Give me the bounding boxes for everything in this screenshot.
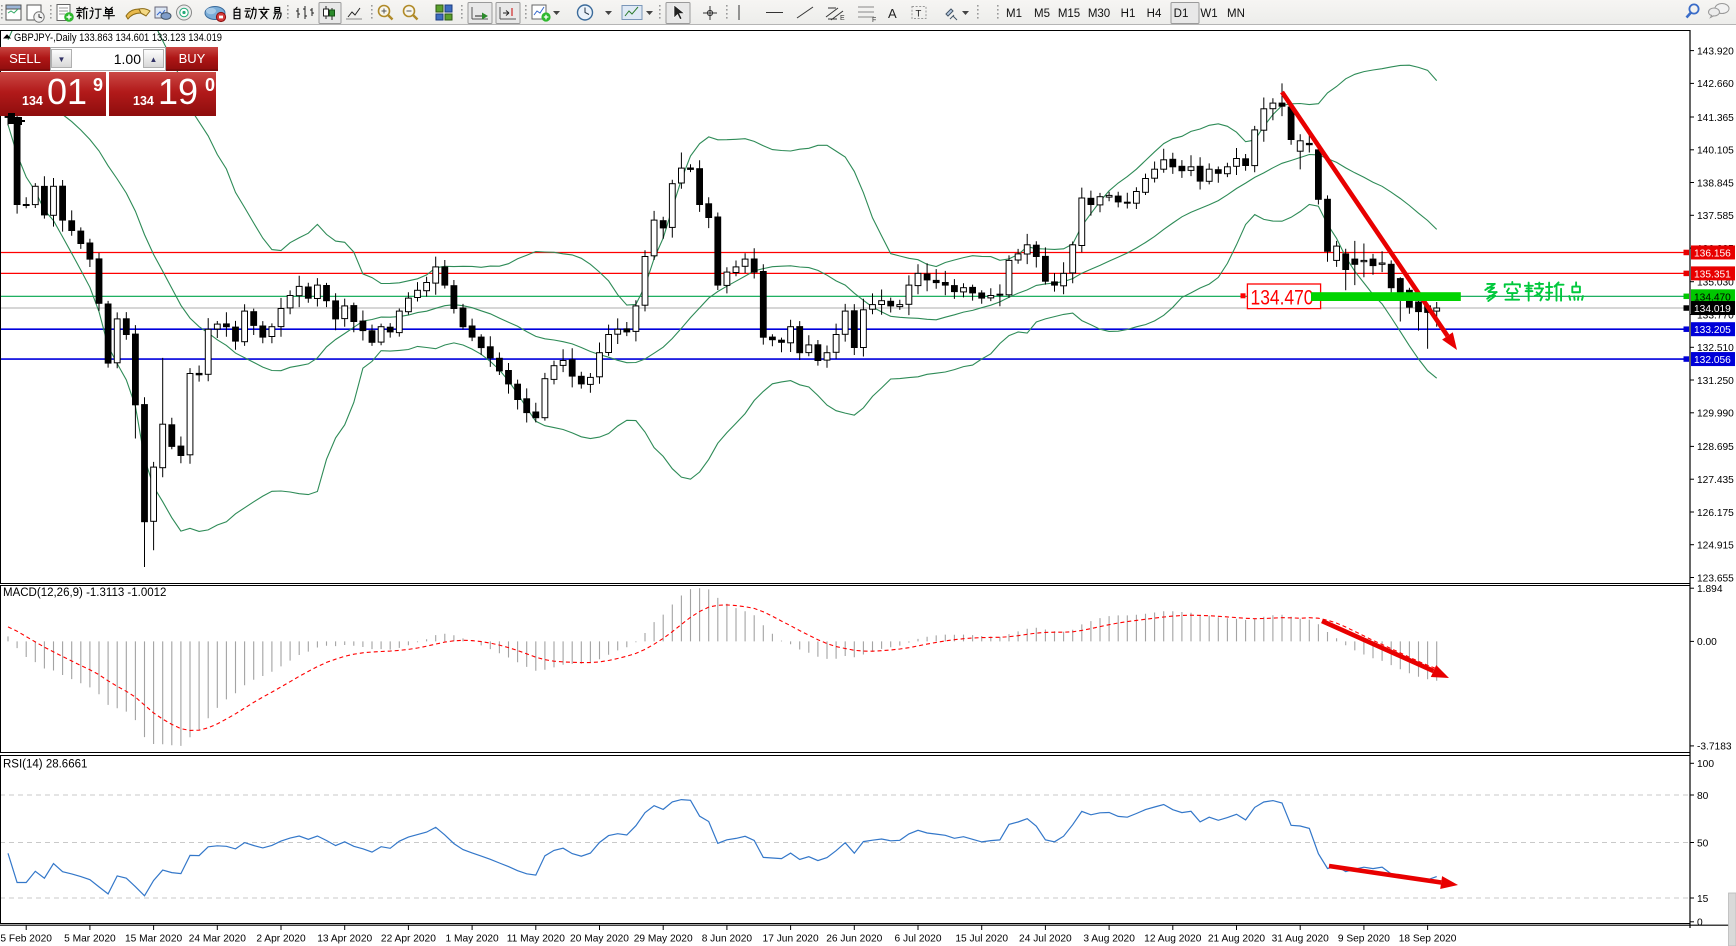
svg-text:15 Jul 2020: 15 Jul 2020	[955, 934, 1008, 945]
svg-text:138.845: 138.845	[1697, 178, 1734, 189]
svg-text:RSI(14) 28.6661: RSI(14) 28.6661	[3, 759, 87, 771]
svg-text:1.894: 1.894	[1697, 584, 1723, 595]
svg-text:8 Jun 2020: 8 Jun 2020	[702, 934, 753, 945]
svg-text:128.695: 128.695	[1697, 442, 1734, 453]
svg-text:T: T	[916, 9, 922, 20]
svg-text:140.105: 140.105	[1697, 146, 1734, 157]
svg-text:13 Apr 2020: 13 Apr 2020	[317, 934, 372, 945]
svg-text:134.019: 134.019	[1694, 304, 1731, 315]
svg-text:H4: H4	[1147, 8, 1162, 20]
svg-text:18 Sep 2020: 18 Sep 2020	[1399, 934, 1457, 945]
svg-text:M5: M5	[1034, 8, 1050, 20]
svg-text:26 Jun 2020: 26 Jun 2020	[826, 934, 882, 945]
svg-text:17 Jun 2020: 17 Jun 2020	[763, 934, 819, 945]
svg-text:100: 100	[1697, 759, 1714, 770]
svg-text:MACD(12,26,9) -1.3113 -1.0012: MACD(12,26,9) -1.3113 -1.0012	[3, 587, 166, 599]
svg-text:136.156: 136.156	[1694, 248, 1731, 259]
svg-text:5 Feb 2020: 5 Feb 2020	[0, 934, 52, 945]
svg-text:12 Aug 2020: 12 Aug 2020	[1144, 934, 1202, 945]
svg-text:9 Sep 2020: 9 Sep 2020	[1338, 934, 1390, 945]
svg-text:134.470: 134.470	[1694, 292, 1731, 303]
svg-text:31 Aug 2020: 31 Aug 2020	[1272, 934, 1330, 945]
svg-text:50: 50	[1697, 838, 1709, 849]
svg-text:129.990: 129.990	[1697, 409, 1734, 420]
svg-text:-3.7183: -3.7183	[1697, 742, 1732, 753]
svg-text:132.056: 132.056	[1694, 355, 1731, 366]
svg-text:5 Mar 2020: 5 Mar 2020	[64, 934, 116, 945]
svg-text:123.655: 123.655	[1697, 573, 1734, 584]
svg-text:132.510: 132.510	[1697, 343, 1734, 354]
svg-text:A: A	[888, 6, 897, 21]
svg-text:M1: M1	[1006, 8, 1022, 20]
svg-text:127.435: 127.435	[1697, 475, 1734, 486]
svg-text:20 May 2020: 20 May 2020	[570, 934, 629, 945]
svg-text:131.250: 131.250	[1697, 376, 1734, 387]
svg-text:0.00: 0.00	[1697, 637, 1717, 648]
svg-text:126.175: 126.175	[1697, 508, 1734, 519]
svg-text:21 Aug 2020: 21 Aug 2020	[1208, 934, 1266, 945]
svg-text:GBPJPY-,Daily 133.863 134.601: GBPJPY-,Daily 133.863 134.601 133.123 13…	[14, 32, 222, 44]
svg-text:2 Apr 2020: 2 Apr 2020	[256, 934, 306, 945]
svg-text:141.365: 141.365	[1697, 113, 1734, 124]
svg-text:15 Mar 2020: 15 Mar 2020	[125, 934, 183, 945]
svg-text:133.205: 133.205	[1694, 325, 1731, 336]
svg-text:0: 0	[1697, 918, 1703, 929]
svg-text:15: 15	[1697, 894, 1709, 905]
svg-text:80: 80	[1697, 791, 1709, 802]
svg-text:143.920: 143.920	[1697, 46, 1734, 57]
svg-text:MN: MN	[1227, 8, 1245, 20]
svg-text:135.351: 135.351	[1694, 269, 1731, 280]
svg-text:D1: D1	[1174, 8, 1189, 20]
svg-text:29 May 2020: 29 May 2020	[634, 934, 693, 945]
svg-text:M15: M15	[1058, 8, 1080, 20]
svg-text:22 Apr 2020: 22 Apr 2020	[381, 934, 436, 945]
svg-text:137.585: 137.585	[1697, 211, 1734, 222]
svg-text:124.915: 124.915	[1697, 541, 1734, 552]
svg-text:3 Aug 2020: 3 Aug 2020	[1083, 934, 1135, 945]
svg-text:135.030: 135.030	[1697, 278, 1734, 289]
svg-text:24 Jul 2020: 24 Jul 2020	[1019, 934, 1072, 945]
svg-text:E: E	[840, 15, 845, 22]
svg-text:1 May 2020: 1 May 2020	[445, 934, 499, 945]
svg-text:F: F	[872, 17, 876, 24]
svg-text:6 Jul 2020: 6 Jul 2020	[894, 934, 941, 945]
svg-text:134.470: 134.470	[1251, 286, 1314, 309]
svg-text:142.660: 142.660	[1697, 79, 1734, 90]
svg-text:24 Mar 2020: 24 Mar 2020	[189, 934, 247, 945]
svg-text:11 May 2020: 11 May 2020	[507, 934, 565, 945]
svg-text:M30: M30	[1088, 8, 1110, 20]
svg-text:133.770: 133.770	[1697, 310, 1734, 321]
svg-text:H1: H1	[1121, 8, 1136, 20]
svg-text:W1: W1	[1200, 8, 1217, 20]
